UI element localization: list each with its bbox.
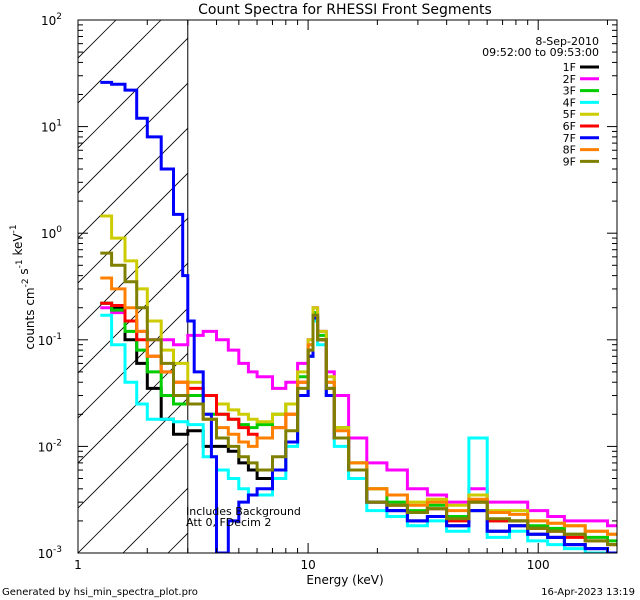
hatch-line	[393, 20, 640, 553]
hatch-line	[78, 307, 188, 419]
y-axis-label: counts cm-2 s-1 keV-1	[9, 224, 37, 349]
legend-label-4f: 4F	[563, 96, 576, 109]
y-tick-label: 10-1	[38, 332, 62, 348]
series-line-1f	[100, 301, 617, 553]
y-tick-label: 101	[41, 119, 62, 135]
legend-label-1f: 1F	[563, 61, 576, 74]
y-axis-label-text: counts cm-2 s-1 keV-1	[9, 224, 37, 349]
annotation-background: Includes Background	[186, 505, 301, 518]
x-tick-label: 1	[74, 558, 82, 572]
x-tick-label: 10	[300, 558, 315, 572]
hatch-line	[78, 20, 117, 59]
series-line-9f	[100, 251, 617, 547]
y-tick-label: 102	[41, 12, 62, 28]
legend-label-8f: 8F	[563, 144, 576, 157]
hatch-line	[78, 82, 188, 194]
legend-time-range: 09:52:00 to 09:53:00	[482, 46, 599, 59]
series-line-5f	[100, 214, 617, 536]
hatch-line	[348, 20, 640, 553]
series-line-8f	[100, 276, 617, 536]
hatch-line	[258, 20, 640, 553]
hatch-line	[78, 217, 188, 329]
footer-generated-by: Generated by hsi_min_spectra_plot.pro	[2, 587, 198, 598]
hatch-line	[78, 397, 188, 509]
legend-label-6f: 6F	[563, 120, 576, 133]
y-tick-label: 100	[41, 225, 62, 241]
series-line-6f	[100, 301, 617, 547]
hatch-line	[78, 262, 188, 374]
hatch-line	[528, 20, 640, 553]
footer-timestamp: 16-Apr-2023 13:19	[541, 587, 635, 598]
hatch-line	[483, 20, 640, 553]
annotation-attenuator: Att 0, FDecim 2	[186, 516, 271, 529]
legend-label-2f: 2F	[563, 73, 576, 86]
chart-title: Count Spectra for RHESSI Front Segments	[198, 2, 492, 18]
series-line-7f	[100, 80, 617, 553]
hatched-region	[0, 20, 640, 553]
y-tick-label: 10-3	[38, 545, 62, 561]
series-layer	[100, 80, 617, 553]
hatch-line	[0, 20, 71, 553]
hatch-line	[78, 442, 188, 553]
legend-date: 8-Sep-2010	[535, 35, 599, 48]
hatch-line	[78, 127, 188, 239]
x-axis-label: Energy (keV)	[306, 573, 383, 587]
x-tick-label: 100	[527, 558, 550, 572]
series-line-2f	[100, 306, 617, 528]
y-tick-label: 10-2	[38, 438, 62, 454]
hatch-line	[303, 20, 640, 553]
hatch-line	[573, 20, 640, 553]
legend-label-3f: 3F	[563, 85, 576, 98]
hatch-line	[618, 20, 640, 553]
hatch-line	[78, 37, 188, 149]
legend-label-5f: 5F	[563, 108, 576, 121]
legend-label-7f: 7F	[563, 132, 576, 145]
axis-ticks: 1 10 100 10-3 10-2 10-1 100 101 102	[38, 12, 617, 572]
plot-frame	[77, 19, 618, 554]
legend-label-9f: 9F	[563, 155, 576, 168]
